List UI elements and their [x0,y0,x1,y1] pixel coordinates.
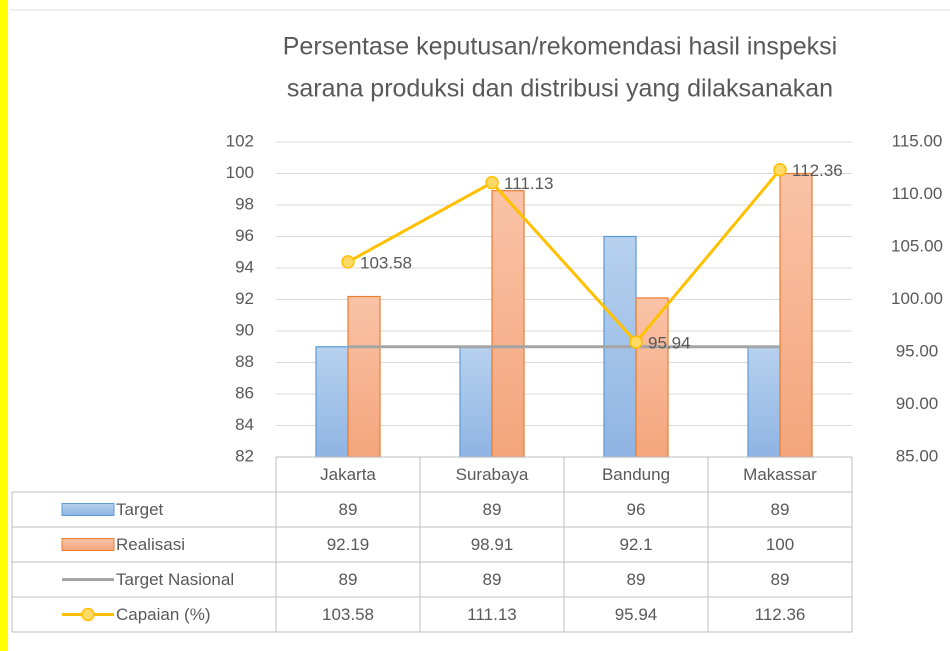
table-cell: 92.1 [619,535,652,554]
table-cell: 103.58 [322,605,374,624]
side-strip [0,0,8,651]
y2-tick-label: 100.00 [891,289,943,308]
y-tick-label: 98 [235,194,254,213]
table-cell: 89 [627,570,646,589]
table-cell: 89 [771,500,790,519]
y2-tick-label: 110.00 [892,184,943,203]
legend-label: Target [116,500,164,519]
point [341,255,355,269]
bar [779,172,813,458]
y2-tick-label: 95.00 [896,341,939,360]
point [629,335,643,349]
y-tick-label: 102 [226,131,254,150]
chart-title: Persentase keputusan/rekomendasi hasil i… [283,33,837,61]
table-cell: 92.19 [327,535,370,554]
table-cell: 89 [339,500,358,519]
y-tick-label: 94 [235,257,254,276]
legend-label: Target Nasional [116,570,234,589]
chart-title: sarana produksi dan distribusi yang dila… [287,75,833,103]
table-cell: 89 [483,500,502,519]
y2-tick-label: 115.00 [892,131,943,150]
table-cell: 98.91 [471,535,514,554]
table-cell: 89 [483,570,502,589]
legend-key [81,607,95,622]
y-tick-label: 82 [235,446,254,465]
bar [491,190,525,458]
point [773,162,787,177]
table-cell: 96 [627,500,646,519]
legend-label: Capaian (%) [116,605,211,624]
x-tick-label: Jakarta [320,465,376,484]
y-tick-label: 100 [226,163,254,182]
table-cell: 95.94 [615,605,658,624]
data-label: 112.36 [792,161,843,180]
y-tick-label: 90 [235,320,254,339]
bar [315,346,349,458]
y2-tick-label: 85.00 [896,446,939,465]
y2-tick-label: 105.00 [891,236,943,255]
bar [459,346,493,458]
table-cell: 112.36 [755,605,806,624]
y-tick-label: 86 [235,383,254,402]
legend-key [61,538,115,551]
data-label: 103.58 [360,253,412,272]
data-label: 111.13 [504,174,553,193]
y-tick-label: 96 [235,226,254,245]
table-cell: 100 [766,535,794,554]
table-cell: 89 [339,570,358,589]
table-cell: 111.13 [467,605,516,624]
data-label: 95.94 [648,334,691,353]
legend-key [61,503,115,516]
table-cell: 89 [771,570,790,589]
bar [747,346,781,458]
line-series [347,168,782,345]
legend-label: Realisasi [116,535,185,554]
x-tick-label: Makassar [743,465,817,484]
bar [347,295,381,458]
point [485,175,499,190]
y-tick-label: 84 [235,415,254,434]
x-tick-label: Bandung [602,465,670,484]
y-tick-label: 88 [235,352,254,371]
x-tick-label: Surabaya [456,465,529,484]
y-tick-label: 92 [235,289,254,308]
y2-tick-label: 90.00 [896,394,939,413]
